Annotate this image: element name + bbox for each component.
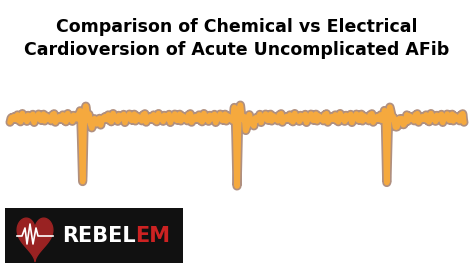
Polygon shape <box>17 218 53 261</box>
Bar <box>5 208 183 263</box>
Text: REBEL: REBEL <box>62 226 136 246</box>
Text: EM: EM <box>135 226 170 246</box>
Text: Comparison of Chemical vs Electrical
Cardioversion of Acute Uncomplicated AFib: Comparison of Chemical vs Electrical Car… <box>24 18 450 59</box>
